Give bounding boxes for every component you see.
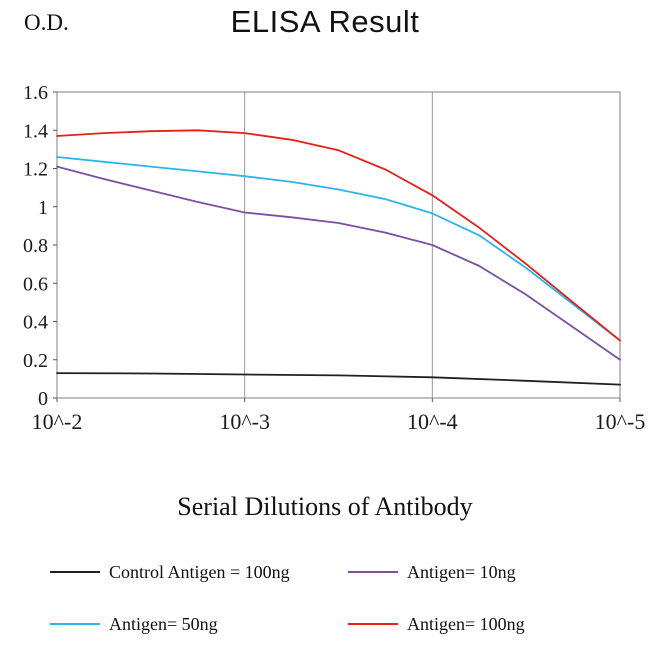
series-line-control-antigen-100ng [56, 372, 621, 386]
x-axis-label: Serial Dilutions of Antibody [177, 492, 473, 521]
y-tick-label: 0.2 [23, 350, 48, 372]
x-tick-label: 10^-5 [595, 409, 646, 434]
x-tick-label: 10^-4 [407, 409, 458, 434]
plot-border [56, 91, 621, 399]
y-tick-label: 1 [38, 197, 48, 219]
y-tick-label: 0 [38, 388, 48, 410]
elisa-line-chart: 10^-2 10^-3 10^-4 10^-5 0 0.2 0.4 0.6 0.8 1 1.2 1.4… [23, 82, 646, 434]
legend-label: Control Antigen = 100ng [109, 561, 290, 582]
series-line-antigen-10ng [56, 165, 621, 361]
legend: Control Antigen = 100ng Antigen= 10ng An… [0, 558, 650, 662]
legend-item-antigen-50ng: Antigen= 50ng [50, 614, 348, 635]
legend-item-control-antigen-100ng: Control Antigen = 100ng [50, 562, 348, 583]
y-axis-unit-label: O.D. [24, 10, 69, 35]
x-tick-label: 10^-3 [219, 409, 270, 434]
legend-row-1: Control Antigen = 100ng Antigen= 10ng [0, 558, 650, 586]
legend-line-swatch-purple [348, 571, 398, 573]
y-tick-label: 0.6 [23, 273, 48, 295]
legend-line-swatch-black [50, 571, 100, 573]
series-line-antigen-50ng [56, 156, 621, 342]
series-line-antigen-100ng [56, 129, 621, 342]
y-tick-label: 0.8 [23, 235, 48, 257]
y-tick-label: 0.4 [23, 312, 48, 334]
y-tick-label: 1.6 [23, 82, 48, 104]
legend-item-antigen-10ng: Antigen= 10ng [348, 562, 516, 583]
legend-row-2: Antigen= 50ng Antigen= 100ng [0, 610, 650, 638]
y-tick-label: 1.4 [23, 120, 48, 142]
legend-item-antigen-100ng: Antigen= 100ng [348, 614, 525, 635]
chart-title: ELISA Result [230, 4, 420, 39]
legend-label: Antigen= 10ng [407, 561, 516, 582]
legend-label: Antigen= 100ng [407, 613, 525, 634]
legend-label: Antigen= 50ng [109, 613, 218, 634]
legend-line-swatch-cyan [50, 623, 100, 625]
x-tick-label: 10^-2 [32, 409, 83, 434]
y-tick-label: 1.2 [23, 159, 48, 181]
legend-line-swatch-red [348, 623, 398, 625]
